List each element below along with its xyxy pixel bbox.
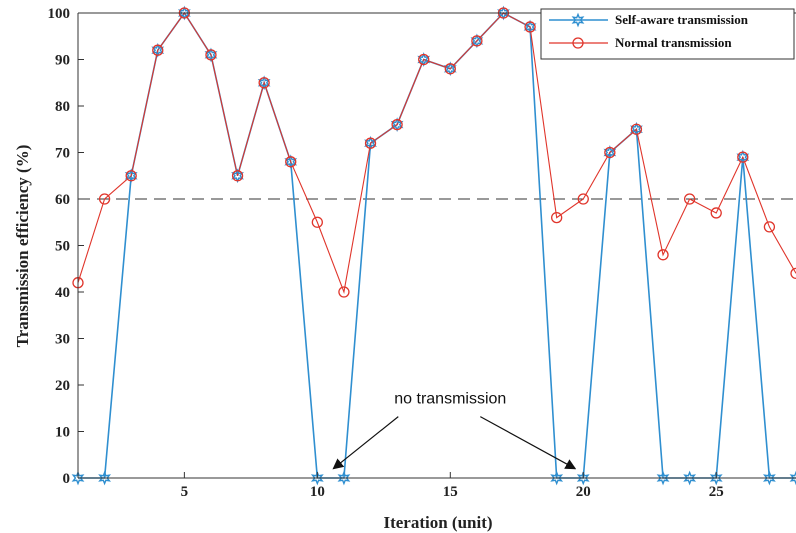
x-tick-label-5: 5 — [181, 484, 189, 500]
data-point-0-23 — [683, 470, 697, 486]
annotation-arrow-0 — [332, 416, 399, 470]
legend-marker-self-aware — [571, 12, 585, 28]
y-tick-label-30: 30 — [55, 332, 70, 348]
data-point-1-15 — [471, 35, 483, 47]
data-point-1-26 — [763, 221, 776, 233]
legend: Self-aware transmission Normal transmiss… — [540, 8, 795, 60]
y-tick-label-40: 40 — [55, 285, 70, 301]
series-layer — [71, 5, 796, 486]
y-tick-label-100: 100 — [48, 6, 71, 22]
annotation: no transmission — [332, 391, 577, 470]
data-point-1-1 — [98, 193, 111, 205]
x-tick-label-10: 10 — [310, 484, 325, 500]
y-tick-label-90: 90 — [55, 53, 70, 69]
data-point-0-0 — [71, 470, 85, 486]
data-point-1-7 — [258, 77, 270, 89]
y-tick-label-70: 70 — [55, 146, 70, 162]
data-point-0-9 — [310, 470, 324, 486]
legend-label-normal: Normal transmission — [615, 35, 732, 50]
y-tick-label-0: 0 — [63, 471, 71, 487]
data-point-1-17 — [524, 21, 536, 33]
data-point-1-20 — [604, 146, 616, 159]
y-tick-label-50: 50 — [55, 239, 70, 255]
x-tick-label-15: 15 — [443, 484, 458, 500]
series-line-1 — [77, 12, 796, 295]
data-point-1-18 — [551, 211, 563, 224]
legend-label-self-aware: Self-aware transmission — [615, 12, 749, 27]
data-point-1-5 — [205, 49, 217, 61]
data-point-1-13 — [418, 53, 430, 66]
x-tick-label-20: 20 — [576, 484, 591, 500]
annotation-text: no transmission — [394, 391, 506, 408]
data-point-1-27 — [790, 267, 796, 280]
data-point-1-9 — [311, 216, 323, 228]
plot-area — [78, 13, 796, 478]
y-tick-label-10: 10 — [55, 425, 70, 441]
data-point-1-25 — [737, 151, 749, 163]
y-tick-label-60: 60 — [55, 192, 70, 208]
data-point-0-24 — [709, 470, 723, 486]
data-point-1-24 — [710, 207, 722, 219]
data-point-1-10 — [338, 286, 350, 298]
y-axis-title: Transmission efficiency (%) — [13, 145, 32, 348]
data-point-1-11 — [364, 137, 377, 149]
data-point-1-2 — [125, 170, 137, 182]
data-point-1-8 — [285, 156, 297, 168]
data-point-0-27 — [789, 470, 796, 486]
plot-background — [78, 13, 796, 478]
data-point-1-12 — [391, 118, 403, 131]
data-point-0-26 — [763, 470, 776, 486]
data-point-1-21 — [630, 123, 643, 135]
annotation-arrow-1 — [480, 416, 577, 470]
data-point-0-10 — [337, 470, 351, 486]
x-axis-title: Iteration (unit) — [383, 513, 492, 532]
data-point-0-22 — [656, 470, 670, 486]
data-point-0-1 — [98, 470, 111, 486]
data-point-1-19 — [577, 193, 589, 205]
data-point-0-18 — [550, 470, 564, 486]
data-point-1-22 — [657, 249, 669, 261]
data-point-0-19 — [576, 470, 590, 486]
x-tick-label-25: 25 — [709, 484, 724, 500]
y-tick-label-20: 20 — [55, 378, 70, 394]
data-point-1-6 — [231, 170, 244, 182]
legend-marker-normal — [572, 37, 584, 49]
data-point-1-3 — [152, 44, 164, 56]
data-point-1-23 — [683, 193, 696, 205]
y-tick-label-80: 80 — [55, 99, 70, 115]
data-point-1-14 — [444, 63, 456, 75]
legend-star-shape — [571, 12, 585, 28]
